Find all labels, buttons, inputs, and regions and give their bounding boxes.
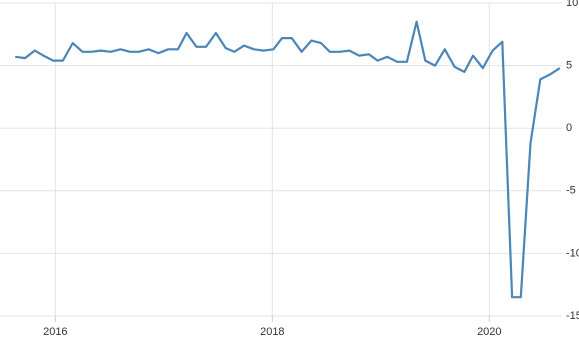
y-tick-label: 0 xyxy=(566,122,572,134)
y-tick-label: -15 xyxy=(566,310,579,322)
x-tick-label: 2020 xyxy=(477,326,501,338)
y-tick-label: 5 xyxy=(566,60,572,72)
data-line xyxy=(15,20,561,299)
y-tick-label: -10 xyxy=(566,247,579,259)
x-tick-label: 2016 xyxy=(43,326,67,338)
x-tick-label: 2018 xyxy=(260,326,284,338)
y-tick-label: 10 xyxy=(566,0,578,9)
y-tick-label: -5 xyxy=(566,185,576,197)
